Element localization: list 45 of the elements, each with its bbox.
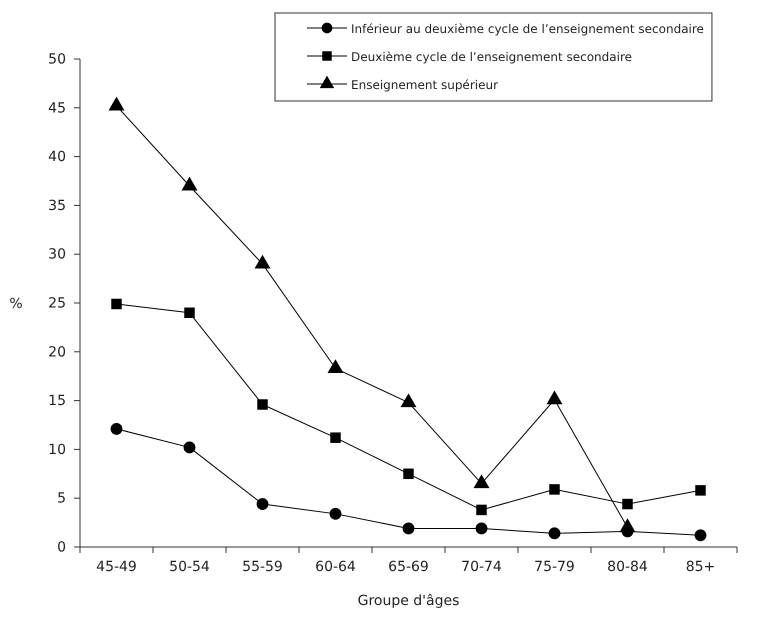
point	[695, 485, 706, 496]
legend-label: Enseignement supérieur	[351, 78, 498, 92]
legend-label: Inférieur au deuxième cycle de l’enseignement secondaire	[351, 22, 704, 36]
point	[330, 508, 342, 520]
y-tick-label: 35	[48, 198, 66, 214]
point	[403, 468, 414, 480]
point	[184, 308, 195, 318]
point	[257, 399, 268, 410]
y-tick-label: 5	[57, 490, 66, 507]
legend-label: Deuxième cycle de l’enseignement secondaire	[351, 50, 632, 64]
point	[476, 504, 487, 516]
point	[254, 254, 270, 269]
y-tick-label: 40	[48, 149, 66, 166]
y-axis-title: %	[9, 296, 23, 312]
point	[694, 529, 706, 542]
y-tick-label: 30	[48, 246, 66, 263]
y-tick-label: 0	[57, 539, 66, 556]
point	[111, 298, 122, 310]
point	[184, 442, 196, 454]
x-tick-label: 60-64	[315, 558, 356, 575]
y-tick-label: 45	[48, 100, 66, 116]
y-tick-label: 20	[48, 344, 66, 360]
x-tick-label: 45-49	[96, 558, 137, 575]
x-tick-label: 50-54	[169, 558, 210, 575]
point	[476, 522, 488, 534]
y-tick-label: 15	[48, 393, 66, 410]
point	[330, 432, 341, 443]
x-tick-label: 75-79	[534, 558, 575, 575]
point	[108, 96, 124, 110]
x-tick-label: 55-59	[242, 558, 283, 575]
point	[256, 498, 268, 510]
y-tick-label: 25	[48, 295, 66, 312]
x-axis-title: Groupe d'âges	[358, 593, 460, 609]
point	[110, 423, 122, 435]
point	[549, 484, 560, 495]
point	[622, 498, 633, 510]
point	[402, 522, 414, 534]
point	[548, 527, 560, 540]
y-tick-label: 50	[48, 51, 66, 68]
x-tick-label: 80-84	[607, 558, 648, 575]
x-tick-label: 70-74	[461, 558, 502, 575]
y-tick-label: 10	[48, 442, 66, 458]
point	[182, 176, 198, 190]
x-tick-label: 65-69	[388, 558, 429, 575]
x-tick-label: 85+	[686, 558, 716, 575]
